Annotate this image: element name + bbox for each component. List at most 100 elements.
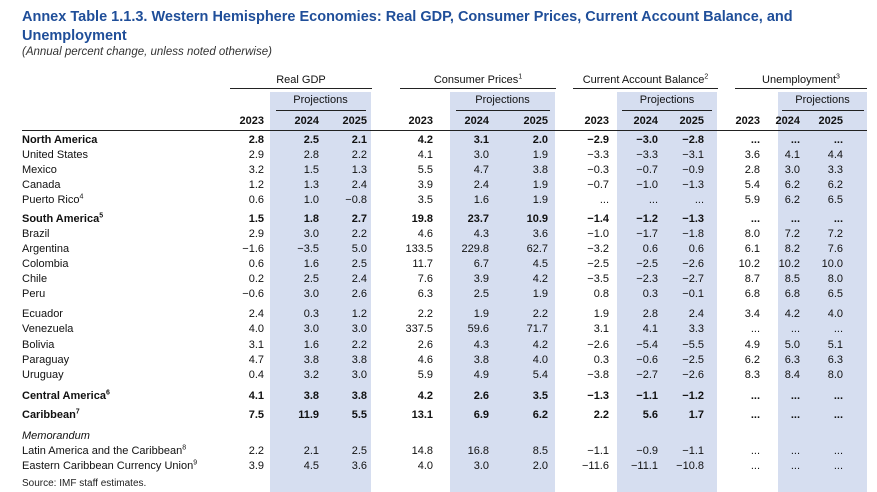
cell-cpi: 2.2 (532, 308, 548, 320)
cell-gdp: 1.3 (351, 164, 367, 176)
cell-cpi: 13.1 (411, 409, 433, 421)
footnote-marker: 9 (193, 459, 198, 467)
source-note: Source: IMF staff estimates. (22, 478, 147, 489)
cell-cab: 1.9 (593, 308, 609, 320)
cell-cab: −2.7 (682, 273, 704, 285)
cell-cpi: 3.0 (473, 460, 489, 472)
cell-unemp: 2.8 (744, 164, 760, 176)
cell-cab: −1.0 (587, 228, 609, 240)
cell-cpi: 6.2 (532, 409, 548, 421)
cell-cpi: 3.0 (473, 149, 489, 161)
cell-unemp: 6.3 (827, 354, 843, 366)
row-label: Eastern Caribbean Currency Union9 (22, 459, 198, 472)
cell-cpi: 4.2 (532, 339, 548, 351)
cell-unemp: ... (790, 445, 800, 457)
cell-cab: −0.3 (587, 164, 609, 176)
cell-unemp: 8.0 (827, 273, 843, 285)
cell-cab: 1.7 (688, 409, 704, 421)
cell-cpi: 1.6 (473, 194, 489, 206)
cell-unemp: 8.2 (784, 243, 800, 255)
cell-unemp: 10.2 (738, 258, 760, 270)
cell-gdp: 2.2 (351, 339, 367, 351)
row-label: Colombia (22, 258, 69, 270)
cell-cab: 5.6 (642, 409, 658, 421)
table-row: Uruguay 0.4 3.2 3.0 5.9 4.9 5.4 −3.8 −2.7 −2.6 8.3… (0, 368, 877, 383)
cell-cab: 0.6 (642, 243, 658, 255)
cell-unemp: ... (750, 445, 760, 457)
cell-unemp: ... (790, 409, 800, 421)
cell-gdp: 2.1 (303, 445, 319, 457)
cell-cab: −2.9 (587, 134, 609, 146)
cell-unemp: ... (790, 134, 800, 146)
cell-gdp: 1.8 (303, 213, 319, 225)
cell-unemp: 4.9 (744, 339, 760, 351)
cell-cpi: 337.5 (405, 323, 433, 335)
cell-gdp: 0.6 (248, 258, 264, 270)
cell-gdp: 3.0 (351, 369, 367, 381)
projections-label-cab: Projections (639, 94, 695, 106)
year-header-gdp: 2023 (239, 115, 264, 127)
cell-unemp: 8.0 (744, 228, 760, 240)
cell-gdp: 4.7 (248, 354, 264, 366)
cell-cpi: 1.9 (532, 179, 548, 191)
row-label: Puerto Rico4 (22, 193, 84, 206)
projections-label-cpi: Projections (475, 94, 530, 106)
cell-cab: ... (694, 194, 704, 206)
table-row: Mexico 3.2 1.5 1.3 5.5 4.7 3.8 −0.3 −0.7 −0.9 2.8 3… (0, 163, 877, 178)
cell-unemp: 6.1 (744, 243, 760, 255)
cell-gdp: 3.8 (303, 390, 319, 402)
cell-gdp: −0.8 (345, 194, 367, 206)
cell-cab: −2.5 (682, 354, 704, 366)
cell-cpi: 19.8 (411, 213, 433, 225)
projection-band-gdp (270, 92, 371, 492)
cell-cpi: 5.5 (417, 164, 433, 176)
cell-cpi: 23.7 (467, 213, 489, 225)
cell-unemp: 6.2 (784, 194, 800, 206)
year-header-cab: 2023 (584, 115, 609, 127)
cell-unemp: 3.3 (827, 164, 843, 176)
cell-cab: −2.5 (636, 258, 658, 270)
cell-unemp: ... (833, 323, 843, 335)
row-label: Central America6 (22, 389, 110, 402)
cell-unemp: 7.6 (827, 243, 843, 255)
cell-gdp: −1.6 (242, 243, 264, 255)
cell-gdp: 0.3 (303, 308, 319, 320)
cell-unemp: ... (750, 134, 760, 146)
cell-unemp: ... (790, 323, 800, 335)
footnote-marker: 6 (105, 389, 110, 397)
cell-gdp: 2.2 (351, 149, 367, 161)
table-row: Ecuador 2.4 0.3 1.2 2.2 1.9 2.2 1.9 2.8 2.4 3.4 4.2… (0, 307, 877, 322)
cell-gdp: 3.0 (303, 288, 319, 300)
table-subtitle: (Annual percent change, unless noted oth… (22, 46, 272, 58)
cell-gdp: 2.1 (351, 134, 367, 146)
cell-gdp: 1.3 (303, 179, 319, 191)
projection-band-cab (617, 92, 717, 492)
cell-gdp: 3.9 (248, 460, 264, 472)
cell-cab: ... (599, 194, 609, 206)
cell-cab: 3.3 (688, 323, 704, 335)
cell-unemp: ... (833, 445, 843, 457)
year-header-unemp: 2025 (818, 115, 843, 127)
group-rule-cab (573, 88, 718, 89)
cell-cpi: 3.8 (532, 164, 548, 176)
cell-unemp: 5.1 (827, 339, 843, 351)
projection-band-cpi (450, 92, 555, 492)
cell-cpi: 4.2 (532, 273, 548, 285)
cell-gdp: 3.6 (351, 460, 367, 472)
year-header-unemp: 2023 (735, 115, 760, 127)
cell-unemp: 6.2 (784, 179, 800, 191)
cell-cab: −1.1 (636, 390, 658, 402)
cell-unemp: 6.2 (744, 354, 760, 366)
cell-cab: −1.1 (587, 445, 609, 457)
table-row: Memorandum (0, 429, 877, 444)
cell-unemp: 3.4 (744, 308, 760, 320)
cell-unemp: ... (790, 213, 800, 225)
cell-unemp: ... (790, 460, 800, 472)
year-header-cpi: 2024 (464, 115, 489, 127)
cell-cpi: 2.0 (532, 134, 548, 146)
cell-cab: 3.1 (593, 323, 609, 335)
footnote-marker: 8 (182, 444, 187, 452)
row-label: Canada (22, 179, 61, 191)
proj-rule-unemp (782, 110, 864, 111)
table-row: Colombia 0.6 1.6 2.5 11.7 6.7 4.5 −2.5 −2.5 −2.6 1… (0, 257, 877, 272)
